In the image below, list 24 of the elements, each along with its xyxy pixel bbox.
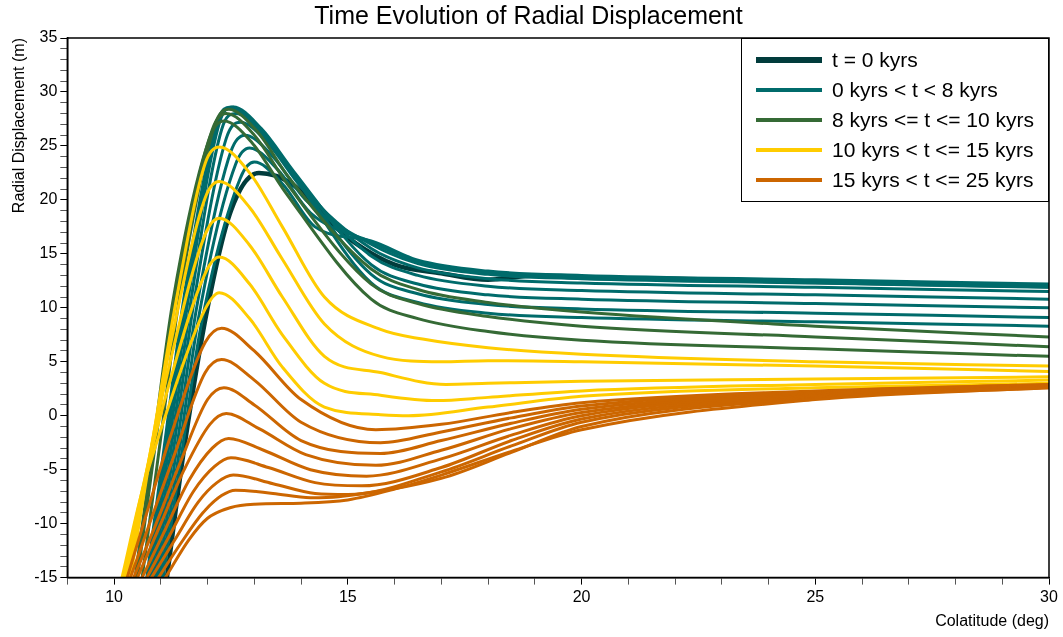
x-tick-label: 25 xyxy=(806,587,825,605)
x-tick-label: 30 xyxy=(1040,587,1058,605)
legend-label: 10 kyrs < t <= 15 kyrs xyxy=(832,138,1034,162)
legend-label: 15 kyrs < t <= 25 kyrs xyxy=(832,168,1034,192)
y-tick-label: 10 xyxy=(39,298,58,316)
legend-label: t = 0 kyrs xyxy=(832,48,918,72)
chart-title: Time Evolution of Radial Displacement xyxy=(314,0,743,29)
x-tick-label: 10 xyxy=(105,587,124,605)
legend-label: 0 kyrs < t < 8 kyrs xyxy=(832,78,998,102)
x-tick-label: 20 xyxy=(572,587,591,605)
x-axis-title: Colatitude (deg) xyxy=(935,611,1049,629)
y-tick-label: 15 xyxy=(39,244,58,262)
y-tick-label: -10 xyxy=(34,514,58,532)
y-tick-label: 20 xyxy=(39,190,58,208)
legend-label: 8 kyrs <= t <= 10 kyrs xyxy=(832,108,1034,132)
y-tick-label: 5 xyxy=(48,352,58,370)
y-tick-label: 0 xyxy=(48,406,58,424)
y-tick-label: 25 xyxy=(39,136,58,154)
x-tick-label: 15 xyxy=(338,587,357,605)
y-axis-title: Radial Displacement (m) xyxy=(10,38,28,214)
y-tick-label: -15 xyxy=(34,568,58,586)
y-tick-label: -5 xyxy=(43,460,58,478)
y-tick-label: 35 xyxy=(39,28,58,46)
y-tick-label: 30 xyxy=(39,82,58,100)
